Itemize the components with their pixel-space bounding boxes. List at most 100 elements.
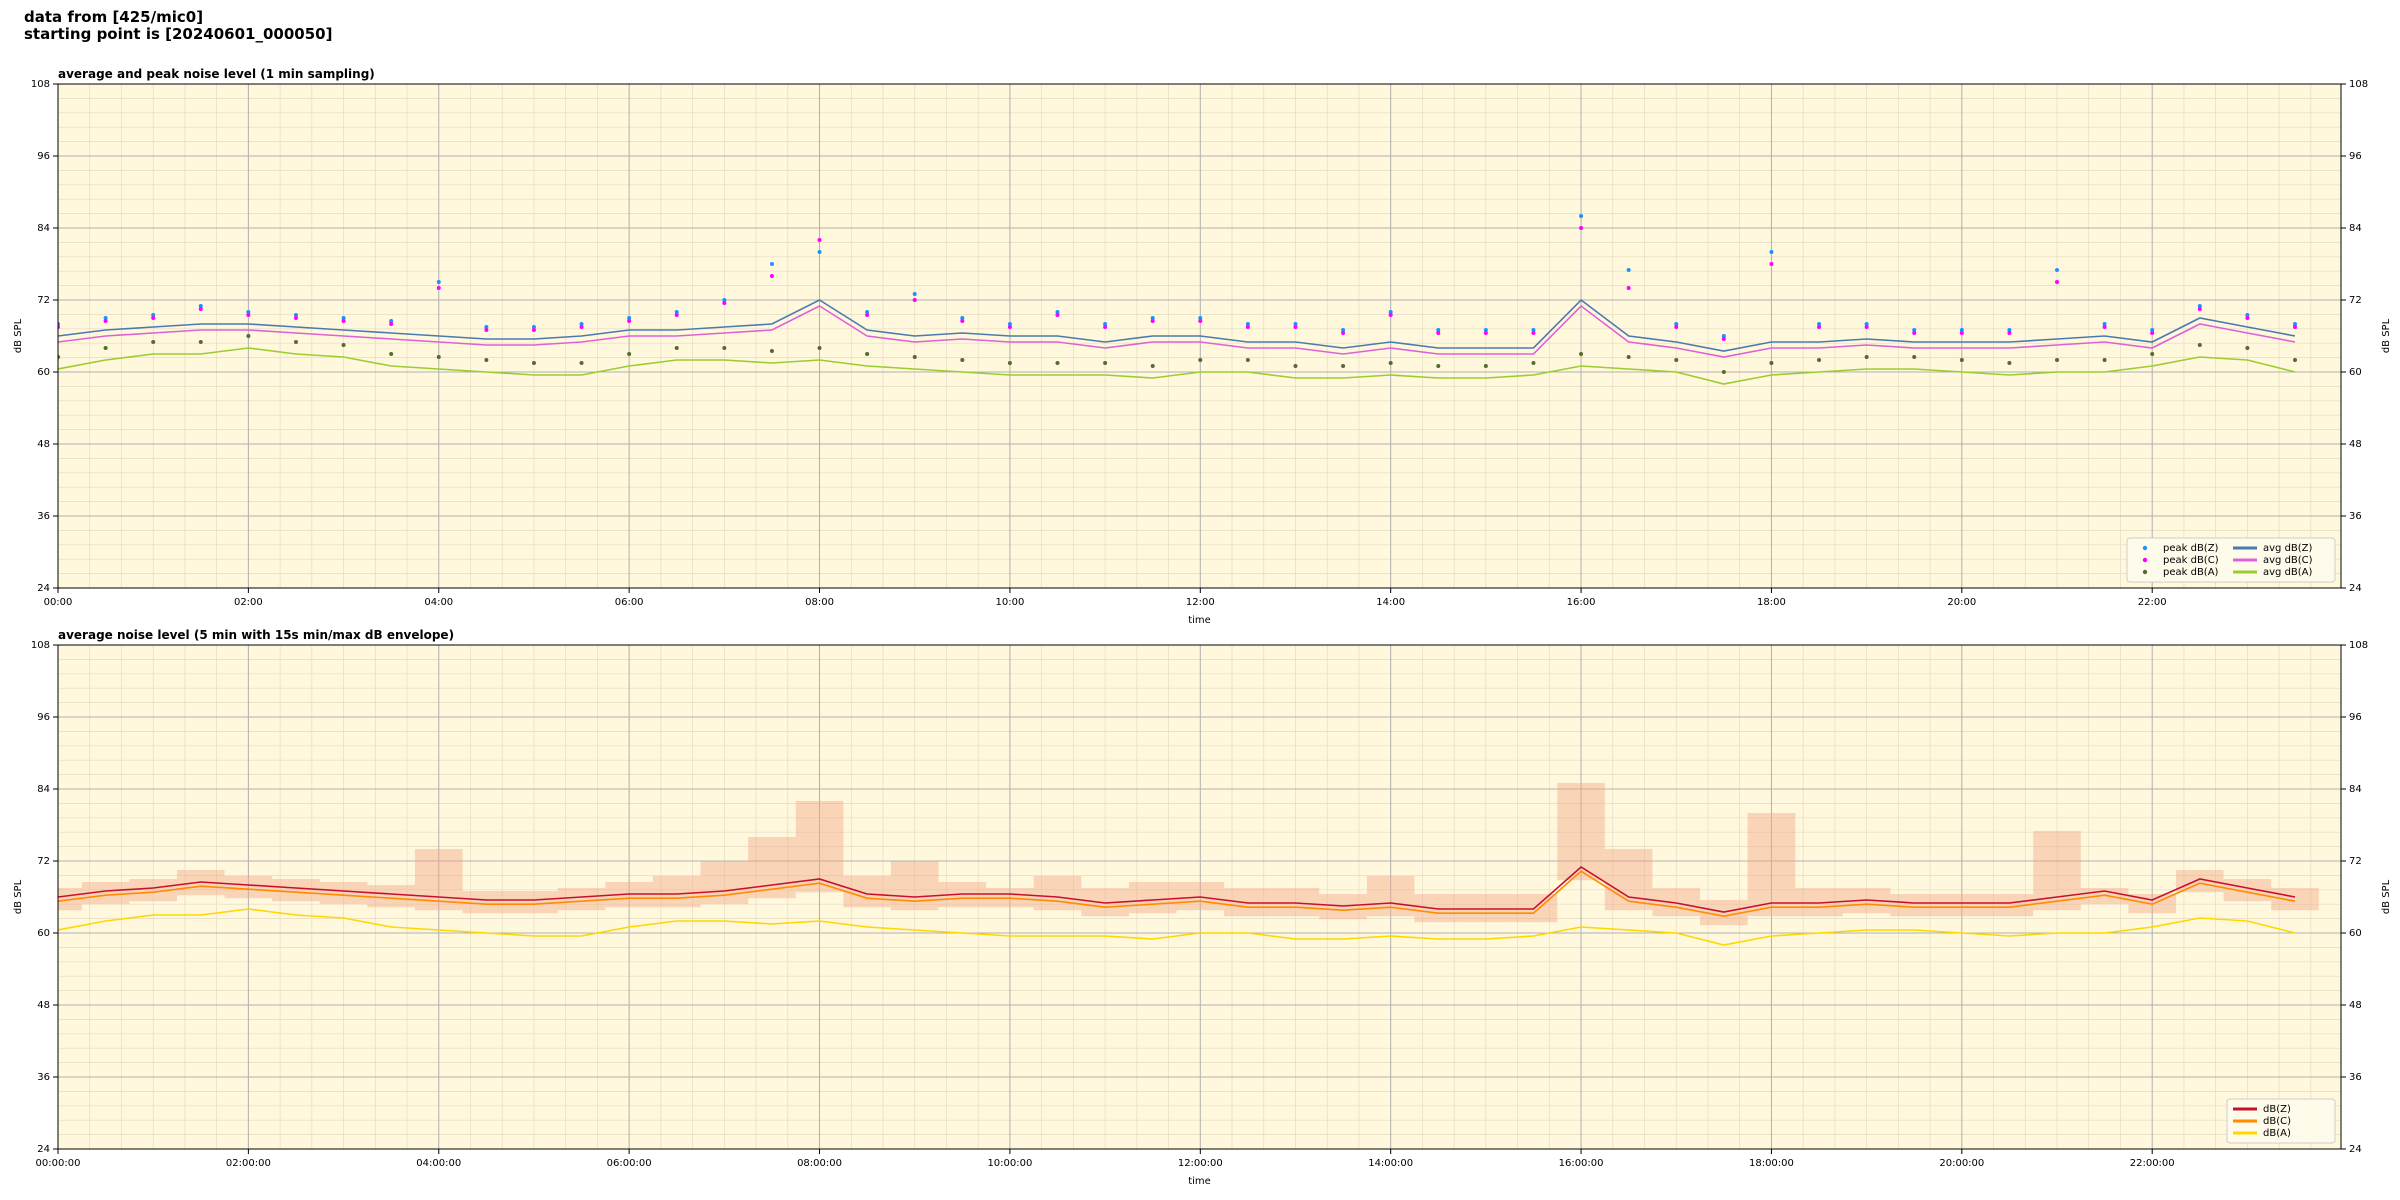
envelope-bar — [224, 876, 273, 899]
peak-point — [865, 352, 870, 356]
envelope-bar — [272, 879, 320, 902]
peak-point — [1341, 328, 1346, 332]
envelope-bar — [1462, 894, 1510, 923]
peak-point — [722, 298, 727, 302]
peak-point — [722, 301, 727, 305]
envelope-bar — [1366, 876, 1415, 917]
peak-point — [2292, 322, 2297, 326]
peak-point — [1055, 361, 1060, 365]
x-tick-label: 08:00 — [805, 597, 834, 608]
peak-point — [1674, 325, 1679, 329]
envelope-bar — [462, 891, 511, 914]
peak-point — [1721, 337, 1726, 341]
peak-point — [2197, 343, 2202, 347]
peak-point — [2102, 322, 2107, 326]
peak-point — [436, 286, 441, 290]
y-tick-label: 84 — [37, 784, 50, 795]
y-tick-label: 96 — [2349, 151, 2362, 162]
envelope-bar — [652, 876, 701, 908]
peak-point — [960, 316, 965, 320]
y-tick-label: 84 — [37, 223, 50, 234]
peak-point — [389, 319, 394, 323]
peak-point — [1721, 370, 1726, 374]
y-tick-label: 48 — [2349, 1000, 2362, 1011]
peak-point — [1293, 322, 1298, 326]
peak-point — [627, 352, 632, 356]
peak-point — [674, 313, 679, 317]
peak-point — [293, 340, 298, 344]
peak-point — [1721, 334, 1726, 338]
y-tick-label: 72 — [37, 295, 50, 306]
y-tick-label: 96 — [37, 151, 50, 162]
peak-point — [865, 310, 870, 314]
peak-point — [103, 346, 108, 350]
envelope-bar — [81, 882, 130, 905]
peak-point — [1579, 214, 1584, 218]
legend-label: avg dB(C) — [2263, 555, 2313, 566]
peak-point — [579, 322, 584, 326]
envelope-bar — [1176, 882, 1225, 911]
x-tick-label: 00:00:00 — [36, 1158, 81, 1169]
peak-point — [960, 358, 965, 362]
envelope-bar — [1890, 894, 1939, 917]
peak-point — [341, 319, 346, 323]
y-axis-label: dB SPL — [2381, 879, 2392, 914]
series-line — [58, 304, 2296, 358]
peak-point — [674, 346, 679, 350]
peak-point — [1055, 313, 1060, 317]
y-tick-label: 24 — [37, 583, 50, 594]
peak-point — [531, 328, 536, 332]
peak-point — [1388, 310, 1393, 314]
envelope-bar — [700, 861, 749, 905]
legend-marker — [2142, 545, 2148, 551]
envelope-bar — [2176, 870, 2224, 893]
envelope-bar — [1224, 888, 1272, 917]
peak-point — [817, 346, 822, 350]
peak-point — [1150, 364, 1155, 368]
peak-point — [1626, 268, 1631, 272]
legend-label: avg dB(A) — [2263, 567, 2313, 578]
envelope-bar — [367, 885, 415, 908]
x-tick-label: 22:00:00 — [2130, 1158, 2175, 1169]
peak-point — [436, 355, 441, 359]
x-axis-label: time — [1188, 615, 1211, 626]
peak-point — [484, 358, 489, 362]
peak-point — [1055, 310, 1060, 314]
legend-marker — [2142, 557, 2148, 563]
series-line — [58, 347, 2296, 385]
x-tick-label: 04:00:00 — [416, 1158, 461, 1169]
peak-point — [579, 325, 584, 329]
envelope-bar — [2271, 888, 2319, 911]
peak-point — [198, 307, 203, 311]
y-tick-label: 96 — [2349, 712, 2362, 723]
peak-point — [817, 250, 822, 254]
peak-point — [2007, 331, 2012, 335]
peak-point — [293, 316, 298, 320]
envelope-bar — [1604, 849, 1653, 911]
x-tick-label: 22:00 — [2138, 597, 2167, 608]
envelope-bar — [1271, 888, 1320, 917]
peak-point — [531, 361, 536, 365]
peak-point — [1293, 325, 1298, 329]
plot-content — [58, 783, 2319, 946]
y-axis-label: dB SPL — [13, 318, 24, 353]
peak-point — [865, 313, 870, 317]
y-tick-label: 108 — [2349, 79, 2368, 90]
axes-frame — [57, 83, 2342, 589]
peak-point — [1531, 328, 1536, 332]
suptitle-line: starting point is [20240601_000050] — [24, 25, 332, 43]
peak-point — [1483, 328, 1488, 332]
peak-point — [1769, 361, 1774, 365]
peak-point — [1198, 316, 1203, 320]
peak-point — [151, 340, 156, 344]
peak-point — [627, 316, 632, 320]
peak-point — [960, 319, 965, 323]
peak-point — [2150, 331, 2155, 335]
peak-point — [293, 313, 298, 317]
peak-point — [1674, 322, 1679, 326]
peak-point — [1817, 322, 1822, 326]
peak-point — [1864, 325, 1869, 329]
chart-title: average noise level (5 min with 15s min/… — [58, 628, 454, 642]
y-tick-label: 96 — [37, 712, 50, 723]
x-tick-label: 16:00 — [1567, 597, 1596, 608]
